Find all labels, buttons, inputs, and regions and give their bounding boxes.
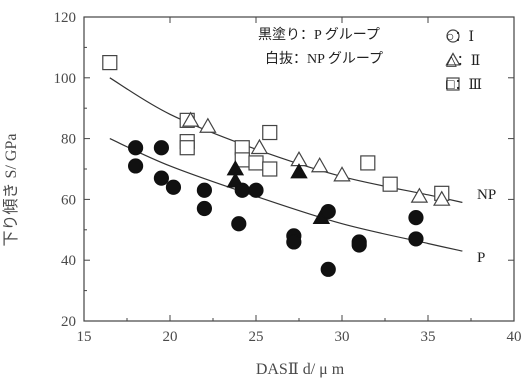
data-point-np-triangle	[310, 157, 329, 173]
x-tick-label: 35	[421, 329, 436, 345]
legend-filled-note: 黒塗り：P グループ	[258, 26, 380, 43]
data-point-p-circle	[320, 261, 336, 277]
data-points	[102, 54, 451, 277]
data-point-np-triangle	[410, 187, 429, 203]
data-point-p-circle	[286, 234, 302, 250]
x-tick-label: 20	[163, 329, 178, 345]
legend-marker-label: □：Ⅲ	[446, 78, 482, 93]
y-tick-label: 20	[61, 314, 76, 330]
data-point-p-circle	[248, 182, 264, 198]
data-point-np-square	[262, 124, 278, 141]
data-point-np-square	[102, 54, 118, 71]
data-point-p-circle	[165, 179, 182, 195]
y-tick-label: 80	[61, 132, 76, 148]
data-point-p-circle	[408, 210, 424, 226]
x-tick-label: 40	[507, 329, 522, 345]
legend-square-icon	[446, 77, 460, 91]
legend-triangle-icon	[445, 52, 461, 66]
data-point-np-square	[360, 155, 376, 171]
data-point-p-circle	[153, 140, 169, 156]
data-point-np-triangle	[181, 111, 200, 127]
data-point-np-triangle	[250, 138, 269, 155]
data-point-p-circle	[128, 140, 144, 156]
data-point-p-circle	[231, 216, 247, 232]
y-tick-label: 100	[54, 71, 77, 87]
data-point-p-circle	[196, 182, 212, 198]
fit-curve-p	[109, 138, 463, 252]
legend-circle-icon	[446, 29, 460, 43]
data-point-p-circle	[196, 200, 212, 217]
data-point-np-triangle	[199, 117, 217, 133]
x-axis-title: DASⅡ d/ μ m	[256, 361, 345, 378]
legend-marker-label: ○：Ⅰ	[446, 30, 474, 45]
data-point-p-circle	[234, 182, 250, 198]
legend-hollow-note: 白抜：NP グループ	[265, 51, 383, 67]
data-point-p-circle	[320, 203, 336, 220]
y-tick-label: 40	[61, 253, 76, 269]
data-point-np-square	[248, 155, 264, 171]
curve-label-p: P	[477, 250, 485, 266]
data-point-np-triangle	[433, 190, 451, 206]
data-point-p-circle	[408, 231, 424, 247]
fit-curves	[109, 77, 463, 252]
data-point-p-circle	[351, 237, 367, 253]
data-point-p-triangle	[290, 163, 308, 179]
data-point-np-triangle	[333, 166, 351, 182]
y-tick-label: 60	[61, 192, 76, 208]
x-tick-label: 30	[335, 329, 350, 345]
x-tick-label: 15	[77, 329, 92, 345]
data-point-p-circle	[128, 158, 144, 174]
curve-label-np: NP	[477, 187, 496, 203]
y-axis-title: 下り傾き S/ GPa	[2, 134, 20, 247]
y-tick-label: 120	[54, 10, 77, 26]
legend-marker-label: △：Ⅱ	[446, 54, 480, 69]
data-point-np-square	[179, 140, 195, 156]
data-point-np-square	[382, 176, 398, 192]
legend-markers: ○：Ⅰ △：Ⅱ □：Ⅲ	[445, 29, 482, 93]
x-tick-label: 25	[249, 329, 264, 345]
data-point-np-square	[262, 161, 278, 177]
data-point-p-circle	[153, 170, 169, 186]
